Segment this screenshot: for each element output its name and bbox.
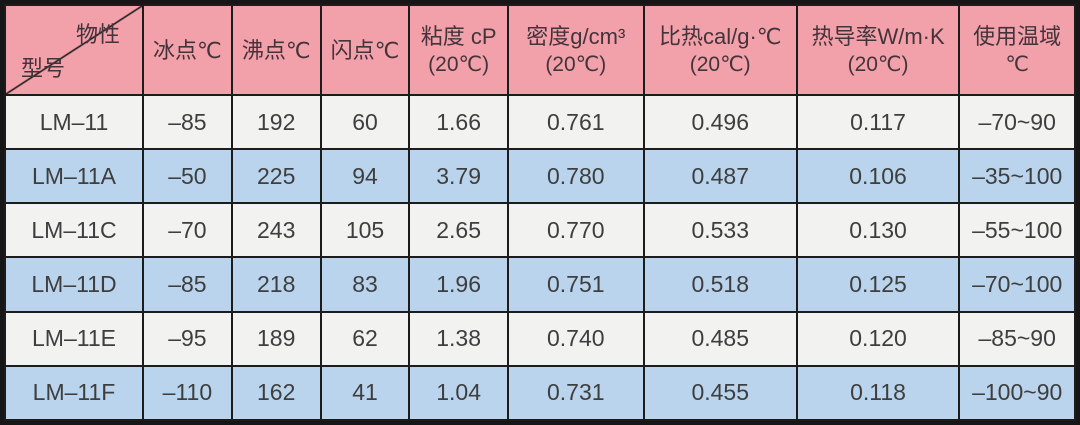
diagonal-divider (7, 7, 142, 93)
table-cell: 189 (230, 310, 322, 367)
table-cell: 0.496 (642, 93, 798, 151)
table-cell: –85~90 (958, 310, 1076, 367)
row-model: LM–11F (3, 364, 145, 422)
table-cell: 225 (230, 148, 322, 205)
corner-label-property: 物性 (76, 22, 121, 47)
col-header-sub: (20℃) (689, 52, 751, 76)
table-cell: 83 (319, 256, 411, 313)
table-cell: 1.38 (408, 310, 509, 367)
table-cell: 0.751 (506, 256, 645, 313)
coolant-properties-table: 物性 型号 冰点℃ 沸点℃ 闪点℃ 粘度 cP (20℃) (3, 4, 1076, 422)
table-cell: 60 (319, 93, 411, 151)
col-header-sub: (20℃) (545, 52, 607, 76)
table-cell: 0.130 (795, 202, 961, 259)
table-cell: –95 (142, 310, 233, 367)
col-header-viscosity: 粘度 cP (20℃) (408, 4, 509, 96)
table-cell: 0.120 (795, 310, 961, 367)
table-cell: 0.106 (795, 148, 961, 205)
row-model: LM–11C (3, 202, 145, 259)
col-header-sub: (20℃) (428, 52, 490, 76)
row-model: LM–11E (3, 310, 145, 367)
table-row: LM–11A –50 225 94 3.79 0.780 0.487 0.106… (3, 148, 1076, 205)
table-cell: 1.96 (408, 256, 509, 313)
table-cell: 1.66 (408, 93, 509, 151)
table-cell: 0.731 (506, 364, 645, 422)
col-header-label: 热导率W/m·K (811, 23, 945, 49)
corner-header-cell: 物性 型号 (3, 4, 145, 96)
table-cell: 0.117 (795, 93, 961, 151)
table-cell: –110 (142, 364, 233, 422)
col-header-label: 冰点℃ (153, 37, 222, 63)
col-header-label: 闪点℃ (330, 37, 400, 63)
table-cell: 162 (230, 364, 322, 422)
table-row: LM–11 –85 192 60 1.66 0.761 0.496 0.117 … (3, 93, 1076, 151)
table-cell: 0.118 (795, 364, 961, 422)
col-header-freezing-point: 冰点℃ (142, 4, 233, 96)
table-cell: 0.740 (506, 310, 645, 367)
table-cell: 0.770 (506, 202, 645, 259)
col-header-label: 粘度 cP (420, 23, 497, 49)
table-row: LM–11F –110 162 41 1.04 0.731 0.455 0.11… (3, 364, 1076, 422)
table-cell: 243 (230, 202, 322, 259)
table-cell: –55~100 (958, 202, 1076, 259)
col-header-specific-heat: 比热cal/g·℃ (20℃) (642, 4, 798, 96)
table-cell: –70~90 (958, 93, 1076, 151)
table-row: LM–11C –70 243 105 2.65 0.770 0.533 0.13… (3, 202, 1076, 259)
col-header-density: 密度g/cm³ (20℃) (506, 4, 645, 96)
table-row: LM–11D –85 218 83 1.96 0.751 0.518 0.125… (3, 256, 1076, 313)
table-cell: 0.455 (642, 364, 798, 422)
col-header-label: 比热cal/g·℃ (658, 23, 782, 49)
table-row: LM–11E –95 189 62 1.38 0.740 0.485 0.120… (3, 310, 1076, 367)
table-cell: 94 (319, 148, 411, 205)
table-cell: 0.518 (642, 256, 798, 313)
header-row: 物性 型号 冰点℃ 沸点℃ 闪点℃ 粘度 cP (20℃) (3, 4, 1076, 96)
col-header-label: 使用温域 (973, 23, 1062, 49)
table-cell: –70 (142, 202, 233, 259)
col-header-boiling-point: 沸点℃ (230, 4, 322, 96)
table-cell: –100~90 (958, 364, 1076, 422)
table-cell: –70~100 (958, 256, 1076, 313)
table-cell: –35~100 (958, 148, 1076, 205)
table-cell: 218 (230, 256, 322, 313)
col-header-sub: (20℃) (847, 52, 909, 76)
col-header-thermal-conductivity: 热导率W/m·K (20℃) (795, 4, 961, 96)
table-cell: 192 (230, 93, 322, 151)
table-cell: –50 (142, 148, 233, 205)
table-cell: –85 (142, 93, 233, 151)
col-header-temperature-range: 使用温域 ℃ (958, 4, 1076, 96)
row-model: LM–11 (3, 93, 145, 151)
table-cell: 0.485 (642, 310, 798, 367)
table-cell: 0.761 (506, 93, 645, 151)
table-cell: 3.79 (408, 148, 509, 205)
table-cell: 1.04 (408, 364, 509, 422)
table-cell: –85 (142, 256, 233, 313)
table-cell: 105 (319, 202, 411, 259)
table-cell: 41 (319, 364, 411, 422)
col-header-label: 沸点℃ (241, 37, 311, 63)
row-model: LM–11D (3, 256, 145, 313)
table-cell: 0.125 (795, 256, 961, 313)
col-header-sub: ℃ (1005, 52, 1029, 76)
table-cell: 0.533 (642, 202, 798, 259)
table-cell: 62 (319, 310, 411, 367)
corner-label-model: 型号 (21, 56, 66, 81)
col-header-label: 密度g/cm³ (526, 23, 626, 49)
row-model: LM–11A (3, 148, 145, 205)
table-cell: 0.780 (506, 148, 645, 205)
col-header-flash-point: 闪点℃ (319, 4, 411, 96)
table-cell: 0.487 (642, 148, 798, 205)
table-cell: 2.65 (408, 202, 509, 259)
